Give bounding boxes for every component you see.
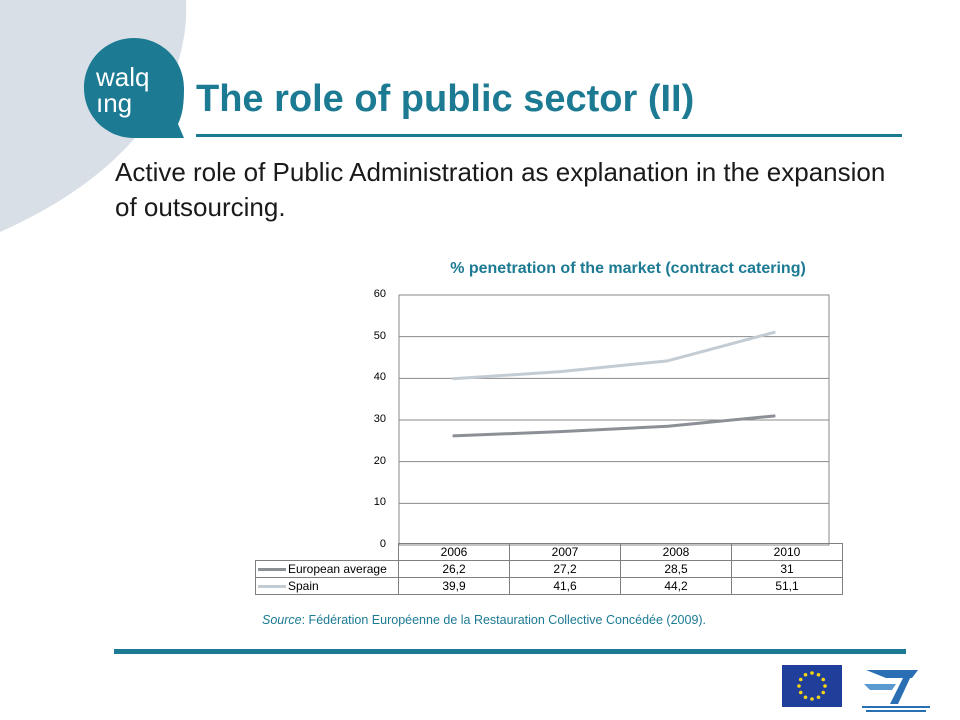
bullet-text: Active role of Public Administration as … — [115, 157, 886, 222]
y-tick-label: 60 — [373, 288, 386, 300]
table-header-row: 2006 2007 2008 2010 — [255, 543, 843, 561]
slide-title: The role of public sector (II) — [196, 78, 695, 120]
star — [798, 677, 803, 682]
logo-text-line2: ıng — [96, 88, 132, 118]
data-cell: 39,9 — [398, 577, 510, 595]
data-point — [452, 435, 454, 437]
data-point — [452, 378, 454, 380]
data-cell: 51,1 — [731, 577, 843, 595]
data-cell: 27,2 — [509, 560, 621, 578]
star — [803, 695, 808, 700]
data-point — [559, 371, 561, 373]
table-row-european: European average 26,2 27,2 28,5 31 — [255, 560, 843, 578]
source-note: Source: Fédération Européenne de la Rest… — [262, 613, 706, 627]
data-cell: 31 — [731, 560, 843, 578]
source-text: : Fédération Européenne de la Restaurati… — [301, 613, 707, 627]
title-underline — [196, 134, 902, 137]
category-label: 2010 — [731, 543, 843, 561]
data-point — [559, 431, 561, 433]
y-tick-label: 20 — [373, 454, 386, 467]
y-tick-label: 40 — [373, 371, 386, 384]
table-row-spain: Spain 39,9 41,6 44,2 51,1 — [255, 577, 843, 595]
star — [821, 677, 826, 682]
data-cell: 26,2 — [398, 560, 510, 578]
data-point — [667, 360, 669, 362]
data-point — [774, 331, 776, 333]
star — [797, 684, 801, 688]
source-label: Source — [262, 613, 302, 627]
y-tick-label: 50 — [373, 329, 386, 342]
seventh-framework-programme-logo — [862, 670, 930, 712]
data-cell: 28,5 — [620, 560, 732, 578]
legend-key-spain — [258, 585, 286, 589]
star — [821, 690, 826, 695]
chart-title: % penetration of the market (contract ca… — [450, 260, 806, 277]
star — [823, 684, 827, 688]
eu-flag-icon — [782, 665, 842, 707]
footer-rule — [114, 649, 906, 654]
series-line-spain — [452, 330, 776, 381]
star — [816, 695, 821, 700]
data-point — [774, 415, 776, 417]
star — [798, 690, 803, 695]
legend-label: Spain — [288, 579, 319, 593]
category-label: 2006 — [398, 543, 510, 561]
star — [810, 671, 814, 675]
star — [816, 672, 821, 677]
logo-text-line1: walq — [95, 62, 149, 92]
y-tick-label: 10 — [373, 496, 386, 509]
legend-label: European average — [288, 562, 387, 576]
category-label: 2007 — [509, 543, 621, 561]
data-point — [667, 425, 669, 427]
category-label: 2008 — [620, 543, 732, 561]
star — [810, 697, 814, 701]
legend-key-european — [258, 568, 286, 572]
star — [803, 672, 808, 677]
data-cell: 41,6 — [509, 577, 621, 595]
y-tick-label: 30 — [373, 413, 386, 425]
series-line-european-average — [452, 414, 776, 438]
walqing-logo: walq ıng — [84, 38, 184, 138]
chart-data-table: 2006 2007 2008 2010 European average 26,… — [255, 543, 843, 595]
data-cell: 44,2 — [620, 577, 732, 595]
